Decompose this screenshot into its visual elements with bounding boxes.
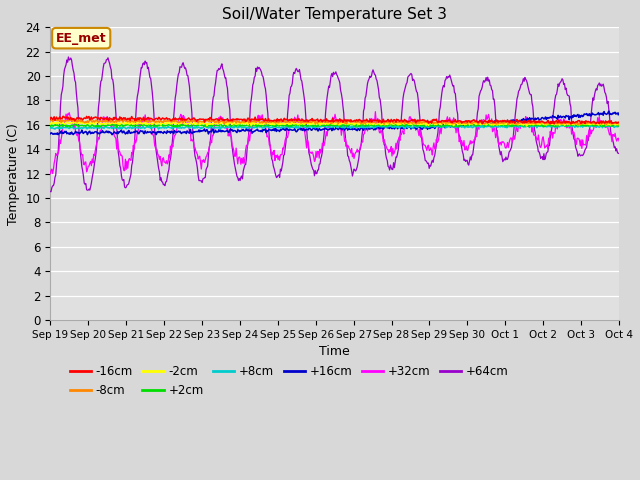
Legend: -16cm, -8cm, -2cm, +2cm, +8cm, +16cm, +32cm, +64cm: -16cm, -8cm, -2cm, +2cm, +8cm, +16cm, +3… (65, 360, 513, 402)
X-axis label: Time: Time (319, 345, 350, 359)
Y-axis label: Temperature (C): Temperature (C) (7, 123, 20, 225)
Title: Soil/Water Temperature Set 3: Soil/Water Temperature Set 3 (222, 7, 447, 22)
Text: EE_met: EE_met (56, 32, 106, 45)
